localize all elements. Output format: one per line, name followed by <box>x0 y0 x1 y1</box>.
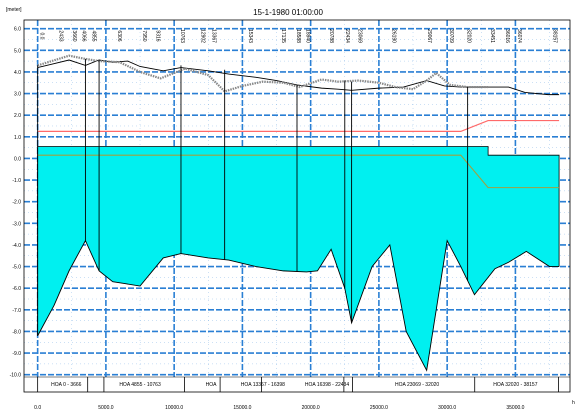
station-label: 13367 <box>210 29 216 43</box>
x-tick-label: 0.0 <box>34 405 41 411</box>
reach-labels: HOA 0 - 3666 HOA 4855 - 10763 HOA HOA 13367… <box>51 382 538 388</box>
y-tick-label: 0.0 <box>14 156 21 162</box>
station-label: 30709 <box>448 29 454 43</box>
station-label: 26190 <box>391 29 397 43</box>
y-tick-label: -7.0 <box>12 308 21 314</box>
y-tick-label: -2.0 <box>12 200 21 206</box>
x-tick-label: 5000.0 <box>98 405 114 411</box>
x-tick-label: 20000.0 <box>302 405 320 411</box>
station-label: 10763 <box>179 29 185 43</box>
reach-label: HOA 32020 - 38157 <box>493 382 537 388</box>
station-label: 4855 <box>90 30 96 41</box>
series-olive-line <box>37 154 560 189</box>
reach-label: HOA 16398 - 22434 <box>305 382 349 388</box>
y-tick-label: -1.0 <box>12 178 21 184</box>
plot-frame <box>23 19 571 393</box>
bed-fill-area <box>37 146 560 371</box>
station-label: 12902 <box>199 29 205 43</box>
station-label: 36016 <box>504 29 510 43</box>
x-axis-unit-label: h <box>572 400 575 406</box>
y-tick-label: 1.0 <box>14 135 21 141</box>
y-tick-label: -10.0 <box>10 373 22 379</box>
y-tick-label: -5.0 <box>12 265 21 271</box>
station-label: 22434 <box>344 29 350 43</box>
y-tick-label: 6.0 <box>14 27 21 33</box>
chart-title: 15-1-1980 01:00:00 <box>253 8 323 17</box>
x-tick-label: 35000.0 <box>506 405 524 411</box>
x-tick-labels: 0.0 5000.0 10000.0 15000.0 20000.0 25000.0 300… <box>34 405 524 411</box>
station-label: 38157 <box>552 29 558 43</box>
y-tick-label: -3.0 <box>12 221 21 227</box>
station-label: 18940 <box>305 29 311 43</box>
station-label: 2433 <box>57 30 63 41</box>
y-tick-label: 2.0 <box>14 113 21 119</box>
series-bed-line <box>37 239 560 372</box>
station-labels: 0.0 2433 3660 4066 4855 6306 7950 9316 10763 1290… <box>38 29 557 43</box>
station-label: 6306 <box>116 30 122 41</box>
x-tick-label: 10000.0 <box>165 405 183 411</box>
station-label: 9316 <box>154 30 160 41</box>
series-dotted-line <box>37 54 489 93</box>
station-label: 36074 <box>516 29 522 43</box>
series-red-line <box>37 119 560 132</box>
y-tick-label: 4.0 <box>14 70 21 76</box>
x-tick-label: 30000.0 <box>438 405 456 411</box>
station-label: 4066 <box>81 30 87 41</box>
station-label: 32020 <box>466 29 472 43</box>
reach-label: HOA 4855 - 10763 <box>119 382 161 388</box>
station-label: 15343 <box>247 29 253 43</box>
plot-border <box>23 19 571 393</box>
y-tick-labels: 6.0 5.0 4.0 3.0 2.0 1.0 0.0 -1.0 -2.0 -3.0 -4.0 -5.… <box>10 27 22 379</box>
y-tick-label: -8.0 <box>12 329 21 335</box>
reach-label: HOA 23069 - 32020 <box>395 382 439 388</box>
reach-label: HOA 0 - 3666 <box>51 382 82 388</box>
reach-label: HOA 13367 - 16398 <box>241 382 285 388</box>
y-tick-label: -9.0 <box>12 351 21 357</box>
station-label: 17135 <box>280 29 286 43</box>
y-tick-label: 3.0 <box>14 92 21 98</box>
y-tick-label: -6.0 <box>12 286 21 292</box>
station-label: 3660 <box>71 30 77 41</box>
station-label: 18588 <box>295 29 301 43</box>
y-tick-label: -4.0 <box>12 243 21 249</box>
reach-label: HOA <box>206 382 218 388</box>
cross-section-markers <box>37 58 469 336</box>
station-label: 20788 <box>328 29 334 43</box>
station-label: 0.0 <box>38 33 44 40</box>
station-label: 7950 <box>141 30 147 41</box>
station-label: 23069 <box>356 29 362 43</box>
station-label: 33451 <box>489 29 495 43</box>
y-tick-label: 5.0 <box>14 48 21 54</box>
station-label: 29067 <box>426 29 432 43</box>
x-tick-label: 25000.0 <box>370 405 388 411</box>
x-tick-label: 15000.0 <box>233 405 251 411</box>
bed-fill <box>37 146 560 371</box>
y-axis-unit-label: [meter] <box>6 7 22 13</box>
